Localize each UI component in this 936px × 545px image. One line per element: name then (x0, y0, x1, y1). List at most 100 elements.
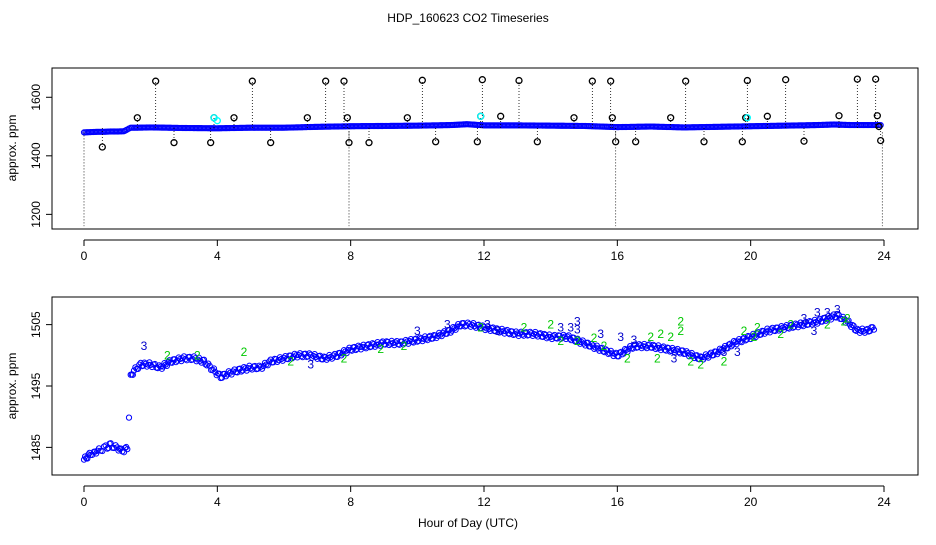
bottom-flag-label: 2 (751, 330, 758, 344)
bottom-data-point (151, 360, 159, 368)
top-y-tick-label: 1600 (29, 84, 43, 111)
bottom-data-point (120, 449, 128, 456)
bottom-x-tick-label: 20 (744, 495, 758, 509)
bottom-data-point (452, 326, 459, 333)
top-outlier-point (303, 114, 311, 122)
top-outlier-point (478, 76, 486, 84)
bottom-y-tick-label: 1495 (29, 372, 43, 399)
top-outlier-point (497, 112, 505, 120)
top-outlier-point (230, 114, 238, 122)
top-x-tick-label: 4 (214, 249, 221, 263)
bottom-flag-label: 2 (547, 318, 554, 332)
bottom-flag-label: 3 (814, 305, 821, 319)
bottom-data-point (266, 358, 273, 365)
top-x-tick-label: 12 (477, 249, 491, 263)
top-outlier-point (207, 138, 215, 147)
top-outlier-point (432, 138, 440, 146)
top-y-axis-title: approx. ppm (5, 115, 19, 182)
bottom-flag-label: 3 (801, 311, 808, 325)
bottom-flag-label: 2 (574, 334, 581, 348)
bottom-flag-label: 3 (574, 315, 581, 329)
top-outlier-point (515, 76, 523, 85)
top-outlier-point (98, 143, 106, 151)
bottom-flag-label: 2 (377, 342, 384, 356)
bottom-data-point (870, 326, 878, 333)
top-outlier-point (782, 76, 790, 84)
bottom-flag-label: 3 (824, 305, 831, 319)
top-outlier-point (682, 77, 690, 85)
top-outlier-point (875, 122, 883, 131)
bottom-flag-label: 2 (654, 351, 661, 365)
top-cyan-point (477, 112, 485, 120)
bottom-data-point (850, 322, 857, 329)
bottom-data-point (206, 362, 213, 369)
top-outlier-point (570, 114, 578, 122)
top-y-tick-label: 1200 (29, 201, 43, 228)
top-outlier-point (340, 77, 348, 85)
bottom-flag-label: 2 (521, 321, 528, 335)
bottom-flag-label: 3 (671, 351, 678, 365)
bottom-data-point (845, 317, 852, 324)
bottom-x-tick-label: 4 (214, 495, 221, 509)
bottom-data-point (719, 348, 726, 355)
bottom-data-point (163, 362, 171, 369)
bottom-flag-label: 2 (557, 334, 564, 348)
top-outlier-point (365, 138, 373, 147)
top-outlier-point (743, 76, 751, 85)
bottom-flag-label: 2 (697, 358, 704, 372)
bottom-flag-label: 2 (787, 318, 794, 332)
bottom-flag-label: 3 (597, 327, 604, 341)
bottom-flag-label: 3 (721, 345, 728, 359)
bottom-flag-label: 3 (307, 358, 314, 372)
bottom-y-tick-label: 1485 (29, 434, 43, 461)
top-cyan-point (743, 114, 751, 122)
bottom-flag-label: 3 (617, 330, 624, 344)
top-outlier-point (667, 114, 675, 122)
top-plot-frame (51, 67, 919, 230)
bottom-flag-label: 3 (734, 345, 741, 359)
bottom-data-point (738, 339, 745, 346)
bottom-flag-label: 2 (777, 327, 784, 341)
bottom-data-point (125, 414, 133, 421)
top-cyan-point (213, 117, 221, 125)
bottom-flag-label: 3 (557, 321, 564, 335)
bottom-flag-label: 3 (834, 302, 841, 316)
bottom-flag-label: 2 (341, 351, 348, 365)
bottom-flag-label: 2 (194, 348, 201, 362)
bottom-y-axis-title: approx. ppm (5, 353, 19, 420)
bottom-data-point (210, 365, 218, 372)
top-x-tick-label: 0 (81, 249, 88, 263)
top-data-marks (80, 75, 885, 227)
bottom-data-point (227, 369, 234, 376)
top-outlier-point (343, 114, 351, 122)
bottom-flag-label: 2 (687, 354, 694, 368)
bottom-data-point (343, 350, 350, 357)
bottom-data-point (619, 351, 626, 358)
bottom-flag-label: 3 (811, 324, 818, 338)
bottom-data-point (117, 445, 124, 452)
bottom-y-tick-label: 1505 (29, 311, 43, 338)
bottom-data-point (93, 450, 100, 457)
bottom-data-point (264, 362, 271, 369)
top-outlier-point (835, 112, 843, 120)
top-outlier-point (403, 114, 411, 122)
top-outlier-point (877, 136, 885, 145)
bottom-flag-label: 2 (841, 315, 848, 329)
top-y-tick-label: 1400 (29, 142, 43, 169)
bottom-flag-label: 2 (754, 321, 761, 335)
top-outlier-point (738, 138, 746, 146)
top-x-tick-label: 8 (347, 249, 354, 263)
bottom-flag-label: 3 (631, 333, 638, 347)
top-outlier-point (418, 76, 426, 84)
bottom-data-point (84, 455, 91, 462)
bottom-data-point (598, 344, 606, 351)
bottom-flag-label: 3 (567, 321, 574, 335)
top-outlier-point (608, 114, 616, 122)
top-outlier-point (322, 77, 330, 85)
bottom-x-tick-label: 24 (877, 495, 891, 509)
top-axes: 0 4 8 12 16 20 24 1200 1400 1600 (29, 84, 891, 263)
